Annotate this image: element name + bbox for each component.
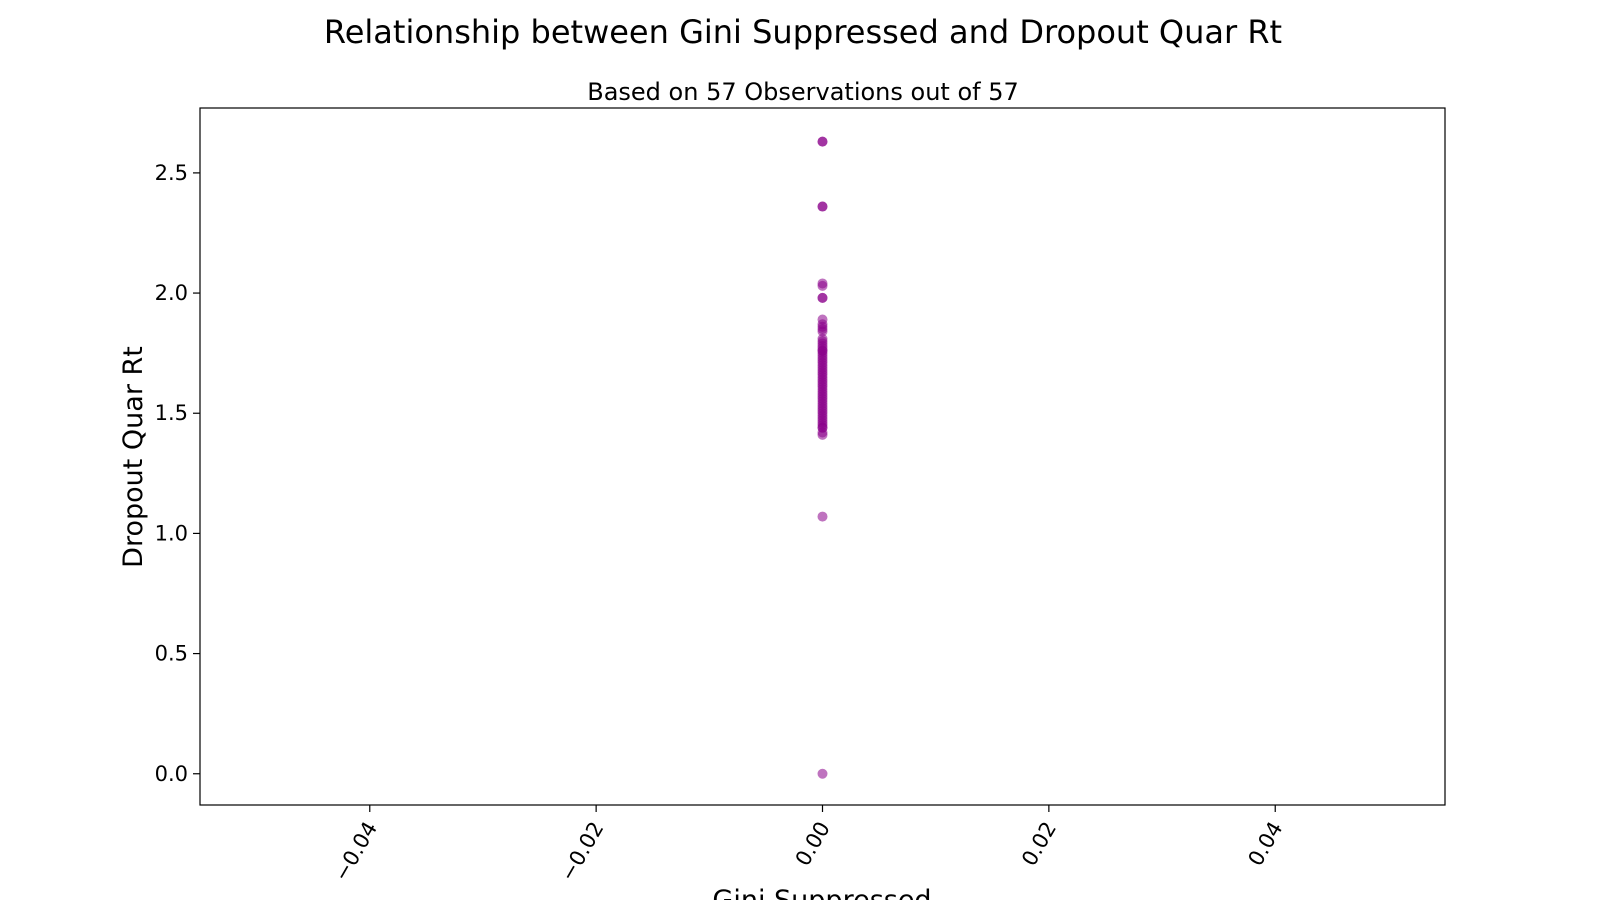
data-point [817, 292, 828, 303]
y-tick-label: 2.0 [155, 281, 188, 305]
y-tick-label: 0.5 [155, 642, 188, 666]
chart-title: Relationship between Gini Suppressed and… [324, 13, 1282, 51]
data-point [817, 136, 828, 147]
y-tick-label: 2.5 [155, 161, 188, 185]
data-point [817, 768, 828, 779]
data-points [817, 136, 828, 779]
x-tick-label: −0.02 [556, 818, 609, 886]
x-axis: −0.04 −0.02 0.00 0.02 0.04 [329, 805, 1288, 886]
y-axis: 0.0 0.5 1.0 1.5 2.0 2.5 [155, 161, 200, 786]
y-tick-label: 1.0 [155, 521, 188, 545]
chart-subtitle: Based on 57 Observations out of 57 [587, 78, 1019, 106]
data-point [817, 429, 828, 440]
y-tick-label: 1.5 [155, 401, 188, 425]
x-axis-label: Gini Suppressed [712, 885, 931, 900]
x-tick-label: 0.00 [791, 818, 835, 871]
data-point [817, 511, 828, 522]
data-point [817, 326, 828, 337]
plot-area [199, 107, 1446, 806]
y-axis-label: Dropout Quar Rt [118, 346, 149, 568]
data-point [817, 280, 828, 291]
x-tick-label: −0.04 [329, 818, 382, 886]
data-point [817, 201, 828, 212]
x-tick-label: 0.02 [1017, 818, 1061, 871]
x-tick-label: 0.04 [1243, 818, 1287, 871]
y-tick-label: 0.0 [155, 762, 188, 786]
